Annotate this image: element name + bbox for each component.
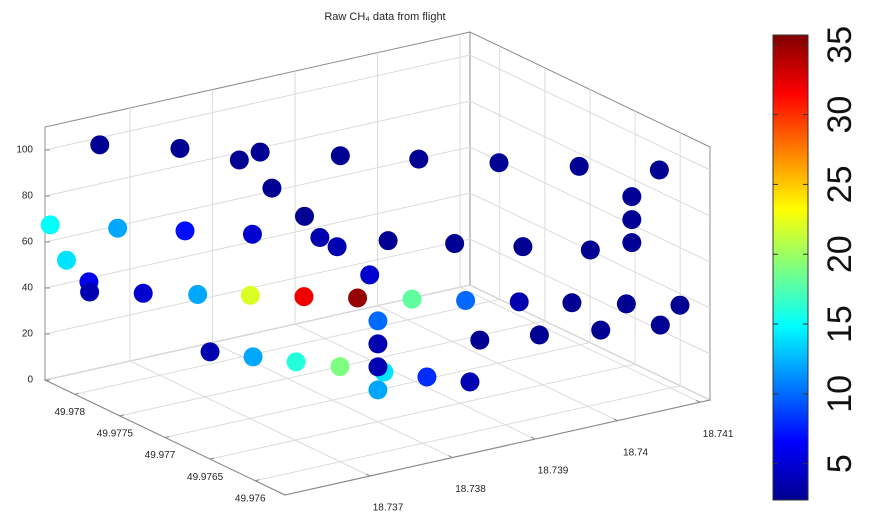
y-tick-label: 18.737 xyxy=(373,503,404,514)
colorbar xyxy=(772,34,809,501)
data-point xyxy=(175,221,195,241)
colorbar-label: 10 xyxy=(821,375,859,413)
z-tick-label: 100 xyxy=(16,145,33,156)
data-point xyxy=(262,178,282,198)
data-point xyxy=(240,285,260,305)
x-tick-label: 49.976 xyxy=(235,493,266,504)
data-point xyxy=(108,218,128,238)
data-point xyxy=(580,240,600,260)
tick-mark xyxy=(365,473,371,477)
data-point xyxy=(616,294,636,314)
colorbar-label: 20 xyxy=(821,235,859,273)
z-tick-label: 80 xyxy=(22,191,34,202)
y-tick-label: 18.741 xyxy=(703,429,734,440)
data-point xyxy=(470,330,490,350)
x-tick-label: 49.977 xyxy=(145,450,176,461)
grid-line xyxy=(129,360,371,477)
tick-mark xyxy=(209,457,215,460)
data-point xyxy=(509,292,529,312)
tick-mark xyxy=(448,455,453,459)
data-point xyxy=(330,146,350,166)
colorbar-label: 35 xyxy=(821,26,859,64)
x-tick-label: 49.9765 xyxy=(187,472,224,483)
chart-title: Raw CH₄ data from flight xyxy=(324,11,445,23)
axis-line xyxy=(284,399,711,496)
tick-mark xyxy=(530,436,536,440)
grid-line xyxy=(44,284,471,381)
colorbar-label: 15 xyxy=(821,305,859,343)
data-point xyxy=(40,215,60,235)
data-point xyxy=(250,142,270,162)
data-point xyxy=(562,293,582,313)
data-point xyxy=(368,357,388,377)
grid-line xyxy=(44,54,471,151)
colorbar-label: 5 xyxy=(821,454,859,473)
grid-line xyxy=(210,363,636,460)
data-point xyxy=(622,233,642,253)
data-point xyxy=(650,315,670,335)
data-point xyxy=(295,206,315,226)
grid-line xyxy=(255,385,681,482)
x-tick-label: 49.978 xyxy=(54,407,85,418)
grid-line xyxy=(459,286,701,403)
grid-line xyxy=(74,298,500,395)
data-point xyxy=(294,287,314,307)
data-point xyxy=(242,224,262,244)
data-point xyxy=(622,210,642,230)
data-point xyxy=(310,228,330,248)
data-point xyxy=(368,380,388,400)
data-point xyxy=(348,288,368,308)
data-point xyxy=(445,234,465,254)
data-point xyxy=(417,367,437,387)
data-point xyxy=(513,237,533,257)
data-point xyxy=(569,156,589,176)
data-point xyxy=(90,135,110,155)
z-tick-label: 0 xyxy=(27,375,33,386)
data-point xyxy=(360,265,380,285)
data-point xyxy=(286,352,306,372)
data-point xyxy=(591,320,611,340)
x-tick-label: 49.9775 xyxy=(97,429,134,440)
grid-line xyxy=(294,323,536,440)
data-point xyxy=(649,160,669,180)
data-point xyxy=(489,153,509,173)
y-tick-label: 18.738 xyxy=(455,484,486,495)
tick-mark xyxy=(613,418,618,422)
grid-line xyxy=(377,305,618,422)
data-point xyxy=(170,138,190,158)
data-point xyxy=(622,187,642,207)
data-point xyxy=(456,290,476,310)
tick-mark xyxy=(695,399,701,403)
colorbar-label: 25 xyxy=(821,166,859,204)
data-point xyxy=(229,150,249,170)
y-tick-label: 18.739 xyxy=(538,466,569,477)
tick-mark xyxy=(164,436,170,438)
y-tick-label: 18.74 xyxy=(623,447,648,458)
data-point xyxy=(133,283,153,303)
z-tick-label: 40 xyxy=(22,283,34,294)
data-point xyxy=(56,250,76,270)
data-point xyxy=(188,284,208,304)
tick-mark xyxy=(74,392,79,395)
data-point xyxy=(670,295,690,315)
colorbar-label: 30 xyxy=(821,96,859,134)
tick-mark xyxy=(119,414,125,417)
data-point xyxy=(330,357,350,377)
data-point xyxy=(529,325,549,345)
data-point xyxy=(402,289,422,309)
data-point xyxy=(368,311,388,331)
data-point xyxy=(327,237,347,257)
data-point xyxy=(409,149,429,169)
z-tick-label: 60 xyxy=(22,237,34,248)
data-point xyxy=(460,372,480,392)
tick-mark xyxy=(255,479,260,482)
data-point xyxy=(200,342,220,362)
data-point xyxy=(243,347,263,367)
z-tick-label: 20 xyxy=(22,329,34,340)
data-point xyxy=(378,231,398,251)
data-point xyxy=(80,282,100,302)
data-point xyxy=(368,334,388,354)
grid-line xyxy=(44,238,471,335)
